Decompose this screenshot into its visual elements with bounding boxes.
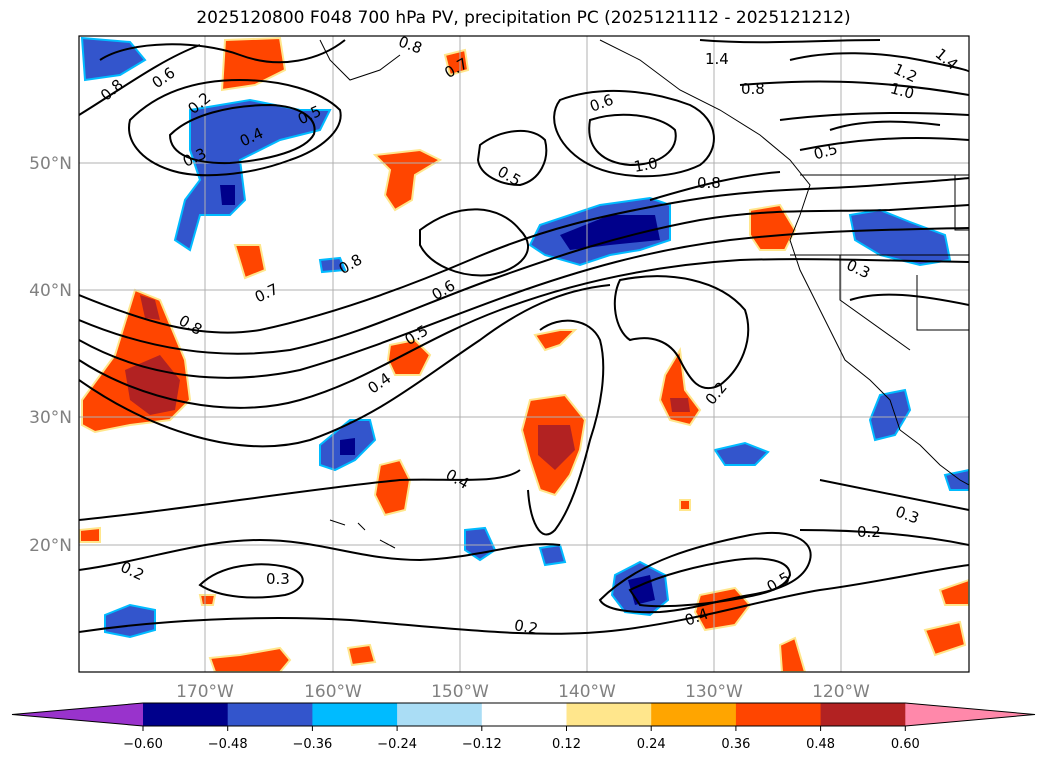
lat-label: 30°N bbox=[29, 408, 72, 428]
colorbar-tick-label: 0.24 bbox=[637, 737, 666, 752]
coastlines bbox=[319, 39, 969, 549]
contour-label: 0.8 bbox=[697, 174, 721, 192]
colorbar-tick-label: −0.24 bbox=[377, 737, 417, 752]
lat-label: 20°N bbox=[29, 536, 72, 556]
lon-label: 130°W bbox=[685, 682, 743, 702]
colorbar-segment bbox=[397, 703, 483, 726]
lon-label: 160°W bbox=[304, 682, 362, 702]
colorbar-tick-label: 0.48 bbox=[806, 737, 835, 752]
colorbar-segment bbox=[651, 703, 737, 726]
pv-contours bbox=[79, 39, 969, 635]
contour-label: 1.0 bbox=[632, 154, 659, 176]
colorbar-tick-label: −0.12 bbox=[462, 737, 502, 752]
colorbar-tick-label: 0.12 bbox=[552, 737, 581, 752]
contour-label: 1.0 bbox=[888, 79, 916, 103]
colorbar-segment bbox=[820, 703, 906, 726]
lat-label: 50°N bbox=[29, 154, 72, 174]
contour-label: 0.5 bbox=[812, 140, 840, 164]
contour-label: 0.8 bbox=[741, 80, 765, 98]
colorbar-segment bbox=[227, 703, 313, 726]
colorbar-tick-label: −0.48 bbox=[208, 737, 248, 752]
colorbar: −0.60 −0.48 −0.36 −0.24 −0.12 0.12 0.24 0.36 0.4… bbox=[11, 702, 1036, 752]
colorbar-tick-label: 0.36 bbox=[721, 737, 750, 752]
lon-label: 150°W bbox=[431, 682, 489, 702]
map-frame bbox=[78, 35, 970, 673]
map-title: 2025120800 F048 700 hPa PV, precipitatio… bbox=[196, 8, 851, 28]
lon-axis-labels: 170°W 160°W 150°W 140°W 130°W 120°W bbox=[176, 682, 870, 702]
lat-axis-labels: 50°N 40°N 30°N 20°N bbox=[29, 154, 72, 556]
colorbar-segment bbox=[143, 703, 229, 726]
contour-label: 1.4 bbox=[705, 50, 729, 68]
contour-label: 0.2 bbox=[857, 523, 881, 541]
colorbar-extend-low bbox=[12, 703, 143, 726]
colorbar-tick-label: −0.36 bbox=[292, 737, 332, 752]
colorbar-tick-label: 0.60 bbox=[891, 737, 920, 752]
colorbar-tick-label: −0.60 bbox=[123, 737, 163, 752]
lon-label: 120°W bbox=[812, 682, 870, 702]
lon-label: 170°W bbox=[176, 682, 234, 702]
colorbar-segment bbox=[735, 703, 822, 726]
colorbar-segment bbox=[481, 703, 567, 726]
lon-label: 140°W bbox=[558, 682, 616, 702]
colorbar-segment bbox=[312, 703, 398, 726]
contour-label: 0.3 bbox=[266, 570, 290, 588]
contour-label: 0.2 bbox=[513, 616, 540, 638]
colorbar-extend-high bbox=[905, 703, 1035, 726]
lat-label: 40°N bbox=[29, 281, 72, 301]
colorbar-segment bbox=[566, 703, 652, 726]
